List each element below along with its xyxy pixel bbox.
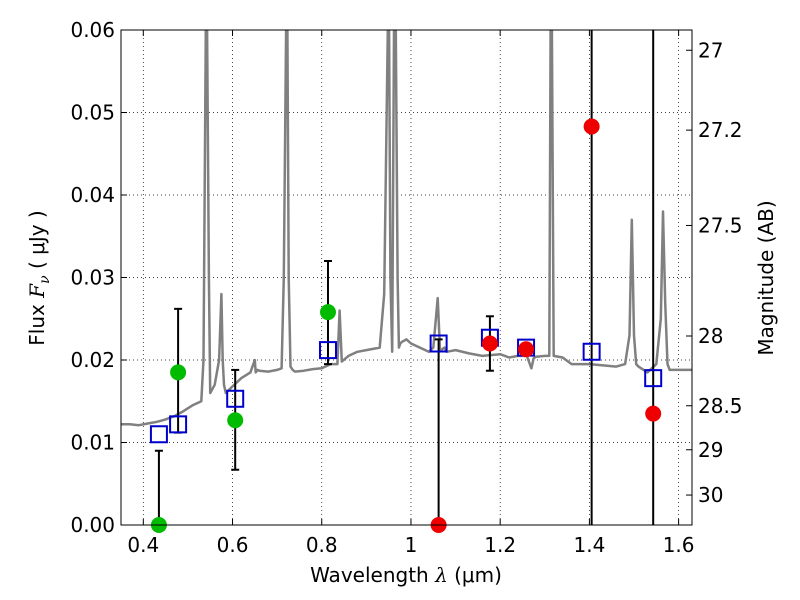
observed-infrared-point xyxy=(583,118,600,135)
x-tick-label: 1.4 xyxy=(573,533,605,557)
y-tick-label: 0.06 xyxy=(70,18,115,42)
y2-tick-label: 30 xyxy=(698,483,723,507)
error-bars xyxy=(154,30,655,525)
model-photometry-square xyxy=(644,369,663,388)
observed-infrared-point xyxy=(645,405,662,422)
observed-optical-point xyxy=(170,364,187,381)
grid xyxy=(121,29,692,526)
y-tick-label: 0.02 xyxy=(70,348,115,372)
y-axis-label: Flux Fν ( μJy ) xyxy=(25,210,53,345)
y2-axis-label: Magnitude (AB) xyxy=(754,200,778,355)
y2-tick-label: 28.5 xyxy=(698,394,743,418)
x-tick-label: 0.4 xyxy=(127,533,159,557)
model-photometry-square xyxy=(429,334,448,353)
model-photometry-square xyxy=(149,425,168,444)
markers xyxy=(149,118,663,533)
y2-tick-label: 29 xyxy=(698,438,723,462)
y-tick-label: 0.04 xyxy=(70,183,115,207)
model-photometry-square xyxy=(226,389,245,408)
y2-tick-label: 28 xyxy=(698,324,723,348)
x-tick-label: 1.6 xyxy=(663,533,695,557)
y-tick-label: 0.05 xyxy=(70,101,115,125)
sed-model-line xyxy=(121,30,692,427)
y2-tick-label: 27.2 xyxy=(698,118,743,142)
model-photometry-square xyxy=(582,342,601,361)
y-tick-label: 0.01 xyxy=(70,431,115,455)
y2-tick-label: 27.5 xyxy=(698,213,743,237)
y2-tick-label: 27 xyxy=(698,38,723,62)
plot-area xyxy=(121,30,692,427)
observed-optical-point xyxy=(319,304,336,321)
axes: 0.4 0.6 0.8 1 1.2 1.4 1.6 0.00 0.01 0.02 0.03 0.04 0… xyxy=(70,18,742,557)
model-photometry-square xyxy=(169,415,188,434)
observed-optical-point xyxy=(227,412,244,429)
observed-infrared-point xyxy=(481,335,498,352)
x-tick-label: 1.2 xyxy=(484,533,516,557)
x-tick-label: 0.6 xyxy=(217,533,249,557)
y-tick-label: 0.03 xyxy=(70,266,115,290)
model-photometry-square xyxy=(318,341,337,360)
observed-infrared-point xyxy=(518,341,535,358)
x-tick-label: 0.8 xyxy=(306,533,338,557)
x-tick-label: 1 xyxy=(405,533,418,557)
y-tick-label: 0.00 xyxy=(70,513,115,537)
x-axis-label: Wavelength λ (μm) xyxy=(310,563,502,587)
